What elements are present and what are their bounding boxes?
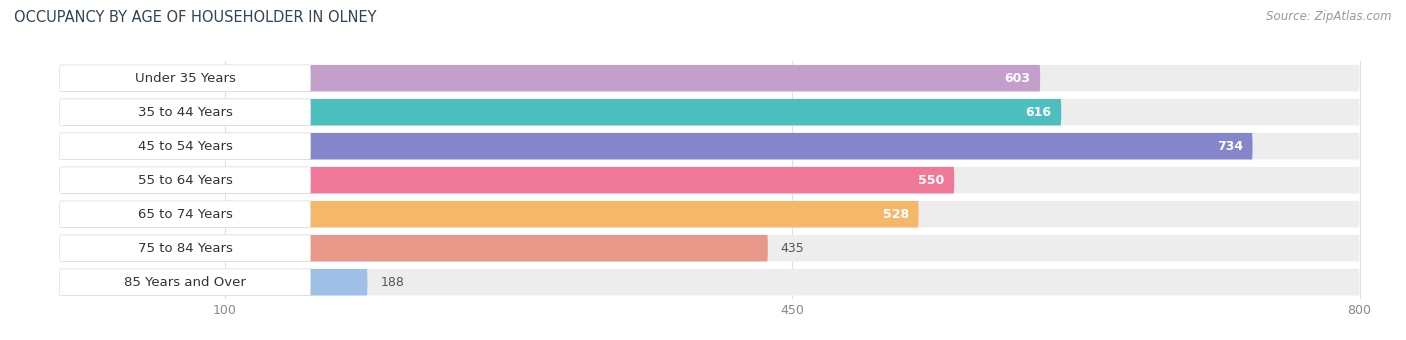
FancyBboxPatch shape xyxy=(63,65,1040,91)
FancyBboxPatch shape xyxy=(63,133,1360,159)
FancyBboxPatch shape xyxy=(59,65,311,91)
FancyBboxPatch shape xyxy=(63,235,1360,261)
FancyBboxPatch shape xyxy=(59,235,311,261)
FancyBboxPatch shape xyxy=(59,99,311,125)
Text: OCCUPANCY BY AGE OF HOUSEHOLDER IN OLNEY: OCCUPANCY BY AGE OF HOUSEHOLDER IN OLNEY xyxy=(14,10,377,25)
FancyBboxPatch shape xyxy=(63,201,918,227)
Text: 435: 435 xyxy=(780,242,804,255)
FancyBboxPatch shape xyxy=(63,99,1062,125)
Text: 528: 528 xyxy=(883,208,908,221)
Text: 616: 616 xyxy=(1025,106,1052,119)
Text: Source: ZipAtlas.com: Source: ZipAtlas.com xyxy=(1267,10,1392,23)
FancyBboxPatch shape xyxy=(63,99,1360,125)
Text: 55 to 64 Years: 55 to 64 Years xyxy=(138,174,232,187)
FancyBboxPatch shape xyxy=(63,269,367,295)
Text: 35 to 44 Years: 35 to 44 Years xyxy=(138,106,232,119)
FancyBboxPatch shape xyxy=(63,269,1360,295)
FancyBboxPatch shape xyxy=(63,235,768,261)
FancyBboxPatch shape xyxy=(63,167,1360,193)
Text: 603: 603 xyxy=(1004,72,1031,85)
Text: 65 to 74 Years: 65 to 74 Years xyxy=(138,208,232,221)
FancyBboxPatch shape xyxy=(59,269,311,295)
Text: 734: 734 xyxy=(1216,140,1243,153)
FancyBboxPatch shape xyxy=(59,133,311,159)
FancyBboxPatch shape xyxy=(63,201,1360,227)
Text: 45 to 54 Years: 45 to 54 Years xyxy=(138,140,232,153)
FancyBboxPatch shape xyxy=(63,65,1360,91)
Text: Under 35 Years: Under 35 Years xyxy=(135,72,236,85)
FancyBboxPatch shape xyxy=(63,167,955,193)
Text: 550: 550 xyxy=(918,174,945,187)
Text: 75 to 84 Years: 75 to 84 Years xyxy=(138,242,232,255)
FancyBboxPatch shape xyxy=(63,133,1253,159)
Text: 188: 188 xyxy=(381,276,405,289)
FancyBboxPatch shape xyxy=(59,167,311,193)
FancyBboxPatch shape xyxy=(59,201,311,227)
Text: 85 Years and Over: 85 Years and Over xyxy=(124,276,246,289)
